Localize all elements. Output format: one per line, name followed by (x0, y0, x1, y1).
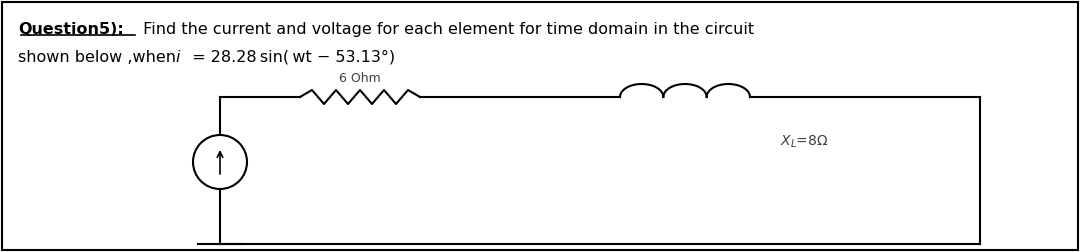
Text: $X_L$=8$\Omega$: $X_L$=8$\Omega$ (780, 134, 828, 150)
Text: 6 Ohm: 6 Ohm (339, 72, 381, 85)
Text: shown below ,when: shown below ,when (18, 50, 181, 65)
Text: i: i (175, 50, 180, 65)
Text: Find the current and voltage for each element for time domain in the circuit: Find the current and voltage for each el… (138, 22, 754, 37)
Text: = 28.28 sin( wt − 53.13°): = 28.28 sin( wt − 53.13°) (187, 50, 395, 65)
Text: Question5):: Question5): (18, 22, 124, 37)
